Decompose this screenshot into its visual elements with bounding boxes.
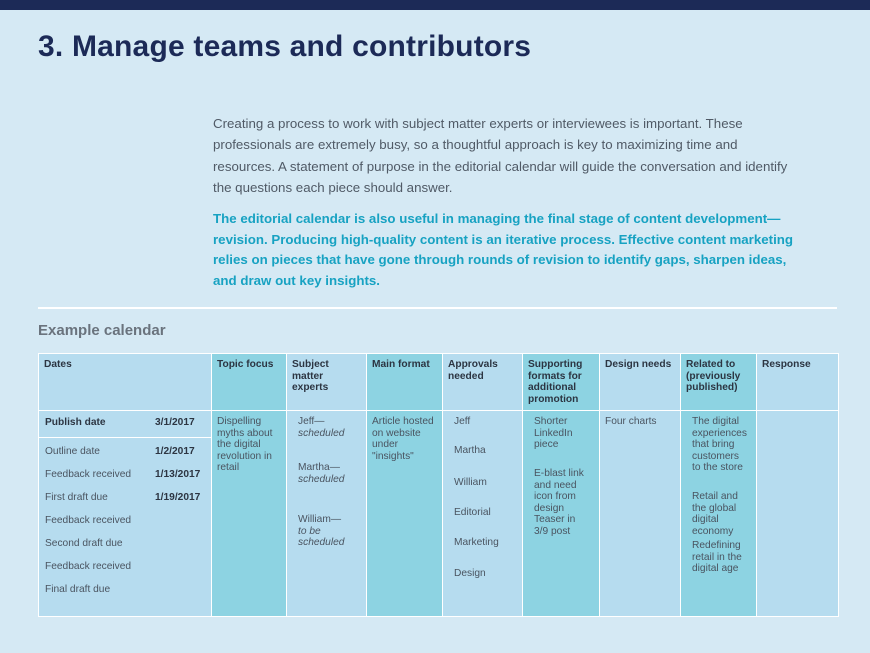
promotion-item: E-blast link and need icon from design <box>534 468 584 514</box>
promotion-item: Shorter LinkedIn piece <box>534 416 573 450</box>
expert-name: Jeff— <box>298 416 325 427</box>
promotion-cell: Shorter LinkedIn piece E-blast link and … <box>522 410 600 617</box>
calendar-header-row: Dates Topic focus Subject matter experts… <box>38 353 839 411</box>
date-label: Second draft due <box>45 538 123 549</box>
expert-entry: Martha— scheduled <box>298 462 357 485</box>
date-value <box>155 555 205 578</box>
expert-name: William— <box>298 514 342 525</box>
related-cell: The digital experiences that bring custo… <box>680 410 757 617</box>
page-title: 3. Manage teams and contributors <box>38 30 532 63</box>
header-approvals: Approvals needed <box>442 353 523 411</box>
approver-item: Martha <box>454 445 486 456</box>
date-value <box>155 509 205 532</box>
expert-status: scheduled <box>298 473 345 485</box>
header-promotion: Supporting formats for additional promot… <box>522 353 600 411</box>
promotion-item: Teaser in 3/9 post <box>534 514 576 537</box>
header-format: Main format <box>366 353 443 411</box>
editorial-calendar-table: Dates Topic focus Subject matter experts… <box>38 353 839 617</box>
dates-cell: Publish date 3/1/2017 Outline date 1/2/201… <box>38 410 212 617</box>
highlight-paragraph: The editorial calendar is also useful in… <box>213 211 794 288</box>
related-item: Redefining retail in the digital age <box>692 540 742 574</box>
expert-name: Martha— <box>298 462 340 473</box>
intro-paragraph: Creating a process to work with subject … <box>213 116 788 195</box>
calendar-title: Example calendar <box>38 322 166 339</box>
approvals-cell: Jeff Martha William Editorial Marketing … <box>442 410 523 617</box>
date-value: 1/19/2017 <box>155 492 201 503</box>
expert-entry: William— to be scheduled <box>298 514 357 549</box>
related-item: Retail and the global digital economy <box>692 491 738 537</box>
date-label: First draft due <box>45 492 108 503</box>
header-related: Related to (previously published) <box>680 353 757 411</box>
experts-cell: Jeff— scheduled Martha— scheduled William—… <box>286 410 367 617</box>
approver-item: Jeff <box>454 416 471 427</box>
date-row: Publish date 3/1/2017 <box>39 411 211 438</box>
approver-item: William <box>454 477 487 488</box>
date-label: Feedback received <box>45 469 132 480</box>
expert-status: to be scheduled <box>298 525 345 549</box>
header-design: Design needs <box>599 353 681 411</box>
date-value: 1/2/2017 <box>155 446 195 457</box>
design-cell: Four charts <box>599 410 681 617</box>
date-row: Second draft due <box>39 532 211 555</box>
topic-cell: Dispelling myths about the digital revol… <box>211 410 287 617</box>
related-item: The digital experiences that bring custo… <box>692 416 747 473</box>
top-bar <box>0 0 870 10</box>
date-row: Feedback received <box>39 555 211 578</box>
date-label: Final draft due <box>45 584 111 595</box>
date-row: Outline date 1/2/2017 <box>39 440 211 463</box>
date-row: Feedback received <box>39 509 211 532</box>
date-row: Final draft due <box>39 578 211 601</box>
date-row: Feedback received 1/13/2017 <box>39 463 211 486</box>
date-value <box>155 532 205 555</box>
section-divider <box>38 307 837 309</box>
date-value: 1/13/2017 <box>155 469 201 480</box>
expert-status: scheduled <box>298 427 345 439</box>
date-label: Publish date <box>45 417 106 428</box>
calendar-body-row: Publish date 3/1/2017 Outline date 1/2/201… <box>38 410 839 617</box>
header-experts: Subject matter experts <box>286 353 367 411</box>
approver-item: Marketing <box>454 537 499 548</box>
response-cell <box>756 410 839 617</box>
date-value: 3/1/2017 <box>155 417 195 428</box>
header-topic: Topic focus <box>211 353 287 411</box>
approver-item: Editorial <box>454 507 491 518</box>
approver-item: Design <box>454 568 486 579</box>
header-response: Response <box>756 353 839 411</box>
date-label: Feedback received <box>45 515 132 526</box>
expert-entry: Jeff— scheduled <box>298 416 357 439</box>
format-cell: Article hosted on website under "insight… <box>366 410 443 617</box>
date-label: Feedback received <box>45 561 132 572</box>
date-row: First draft due 1/19/2017 <box>39 486 211 509</box>
date-label: Outline date <box>45 446 100 457</box>
date-value <box>155 578 205 601</box>
header-dates: Dates <box>38 353 212 411</box>
